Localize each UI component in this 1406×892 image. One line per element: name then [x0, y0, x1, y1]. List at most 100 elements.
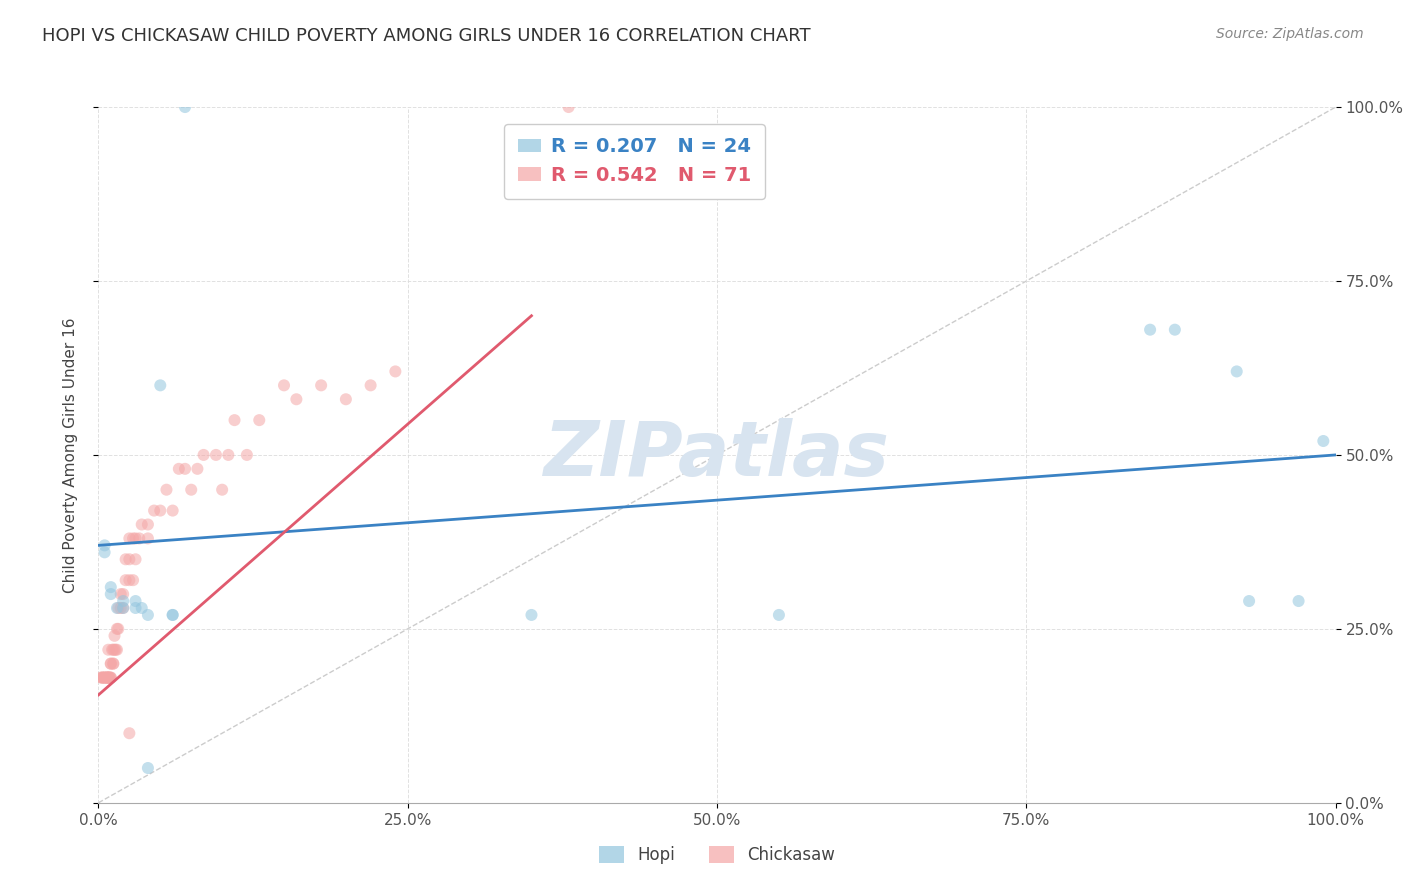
- Point: [100, 580, 122, 594]
- Point: [96, 671, 118, 685]
- Point: [162, 607, 184, 622]
- Point: [174, 462, 197, 476]
- Point: [1164, 323, 1187, 337]
- Point: [122, 532, 145, 546]
- Point: [110, 587, 132, 601]
- Point: [112, 601, 135, 615]
- Point: [124, 552, 146, 566]
- Point: [217, 448, 239, 462]
- Point: [93, 538, 115, 552]
- Point: [1237, 594, 1260, 608]
- Text: Source: ZipAtlas.com: Source: ZipAtlas.com: [1216, 27, 1364, 41]
- Point: [103, 629, 125, 643]
- Point: [1288, 594, 1310, 608]
- Y-axis label: Child Poverty Among Girls Under 16: Child Poverty Among Girls Under 16: [63, 318, 77, 592]
- Point: [224, 413, 246, 427]
- Point: [122, 573, 145, 587]
- Point: [1312, 434, 1334, 448]
- Point: [91, 671, 114, 685]
- Point: [1226, 364, 1249, 378]
- Point: [335, 392, 357, 407]
- Point: [103, 642, 125, 657]
- Point: [101, 642, 124, 657]
- Point: [103, 657, 125, 671]
- Point: [384, 364, 406, 378]
- Point: [105, 642, 128, 657]
- Point: [100, 657, 122, 671]
- Point: [118, 573, 141, 587]
- Point: [162, 503, 184, 517]
- Point: [93, 671, 115, 685]
- Point: [136, 532, 159, 546]
- Point: [93, 671, 115, 685]
- Point: [131, 601, 153, 615]
- Point: [162, 607, 184, 622]
- Point: [1139, 323, 1161, 337]
- Point: [90, 671, 112, 685]
- Point: [155, 483, 177, 497]
- Point: [118, 552, 141, 566]
- Point: [285, 392, 308, 407]
- Point: [107, 622, 129, 636]
- Point: [143, 503, 166, 517]
- Point: [149, 503, 172, 517]
- Point: [114, 573, 136, 587]
- Point: [128, 532, 150, 546]
- Point: [104, 642, 127, 657]
- Point: [118, 532, 141, 546]
- Point: [136, 761, 159, 775]
- Point: [100, 657, 122, 671]
- Point: [186, 462, 208, 476]
- Text: HOPI VS CHICKASAW CHILD POVERTY AMONG GIRLS UNDER 16 CORRELATION CHART: HOPI VS CHICKASAW CHILD POVERTY AMONG GI…: [42, 27, 811, 45]
- Point: [93, 545, 115, 559]
- Point: [110, 601, 132, 615]
- Point: [520, 607, 543, 622]
- Point: [247, 413, 270, 427]
- Point: [131, 517, 153, 532]
- Point: [96, 671, 118, 685]
- Point: [193, 448, 215, 462]
- Point: [360, 378, 382, 392]
- Point: [309, 378, 332, 392]
- Point: [112, 594, 135, 608]
- Point: [205, 448, 228, 462]
- Point: [211, 483, 233, 497]
- Point: [124, 532, 146, 546]
- Point: [98, 671, 121, 685]
- Point: [105, 601, 128, 615]
- Point: [107, 601, 129, 615]
- Point: [103, 642, 125, 657]
- Point: [124, 601, 146, 615]
- Point: [180, 483, 202, 497]
- Point: [91, 671, 114, 685]
- Point: [100, 587, 122, 601]
- Point: [557, 100, 579, 114]
- Point: [136, 517, 159, 532]
- Point: [93, 671, 115, 685]
- Point: [273, 378, 295, 392]
- Point: [112, 601, 135, 615]
- Point: [118, 726, 141, 740]
- Point: [149, 378, 172, 392]
- Point: [100, 671, 122, 685]
- Point: [112, 587, 135, 601]
- Point: [236, 448, 259, 462]
- Point: [96, 671, 118, 685]
- Point: [97, 671, 120, 685]
- Point: [100, 671, 122, 685]
- Point: [105, 622, 128, 636]
- Point: [167, 462, 190, 476]
- Point: [124, 594, 146, 608]
- Point: [136, 607, 159, 622]
- Point: [96, 671, 118, 685]
- Point: [103, 657, 125, 671]
- Point: [174, 100, 197, 114]
- Point: [114, 552, 136, 566]
- Legend: Hopi, Chickasaw: Hopi, Chickasaw: [592, 839, 842, 871]
- Text: ZIPatlas: ZIPatlas: [544, 418, 890, 491]
- Point: [768, 607, 790, 622]
- Point: [93, 671, 115, 685]
- Point: [97, 642, 120, 657]
- Point: [98, 671, 121, 685]
- Point: [97, 671, 120, 685]
